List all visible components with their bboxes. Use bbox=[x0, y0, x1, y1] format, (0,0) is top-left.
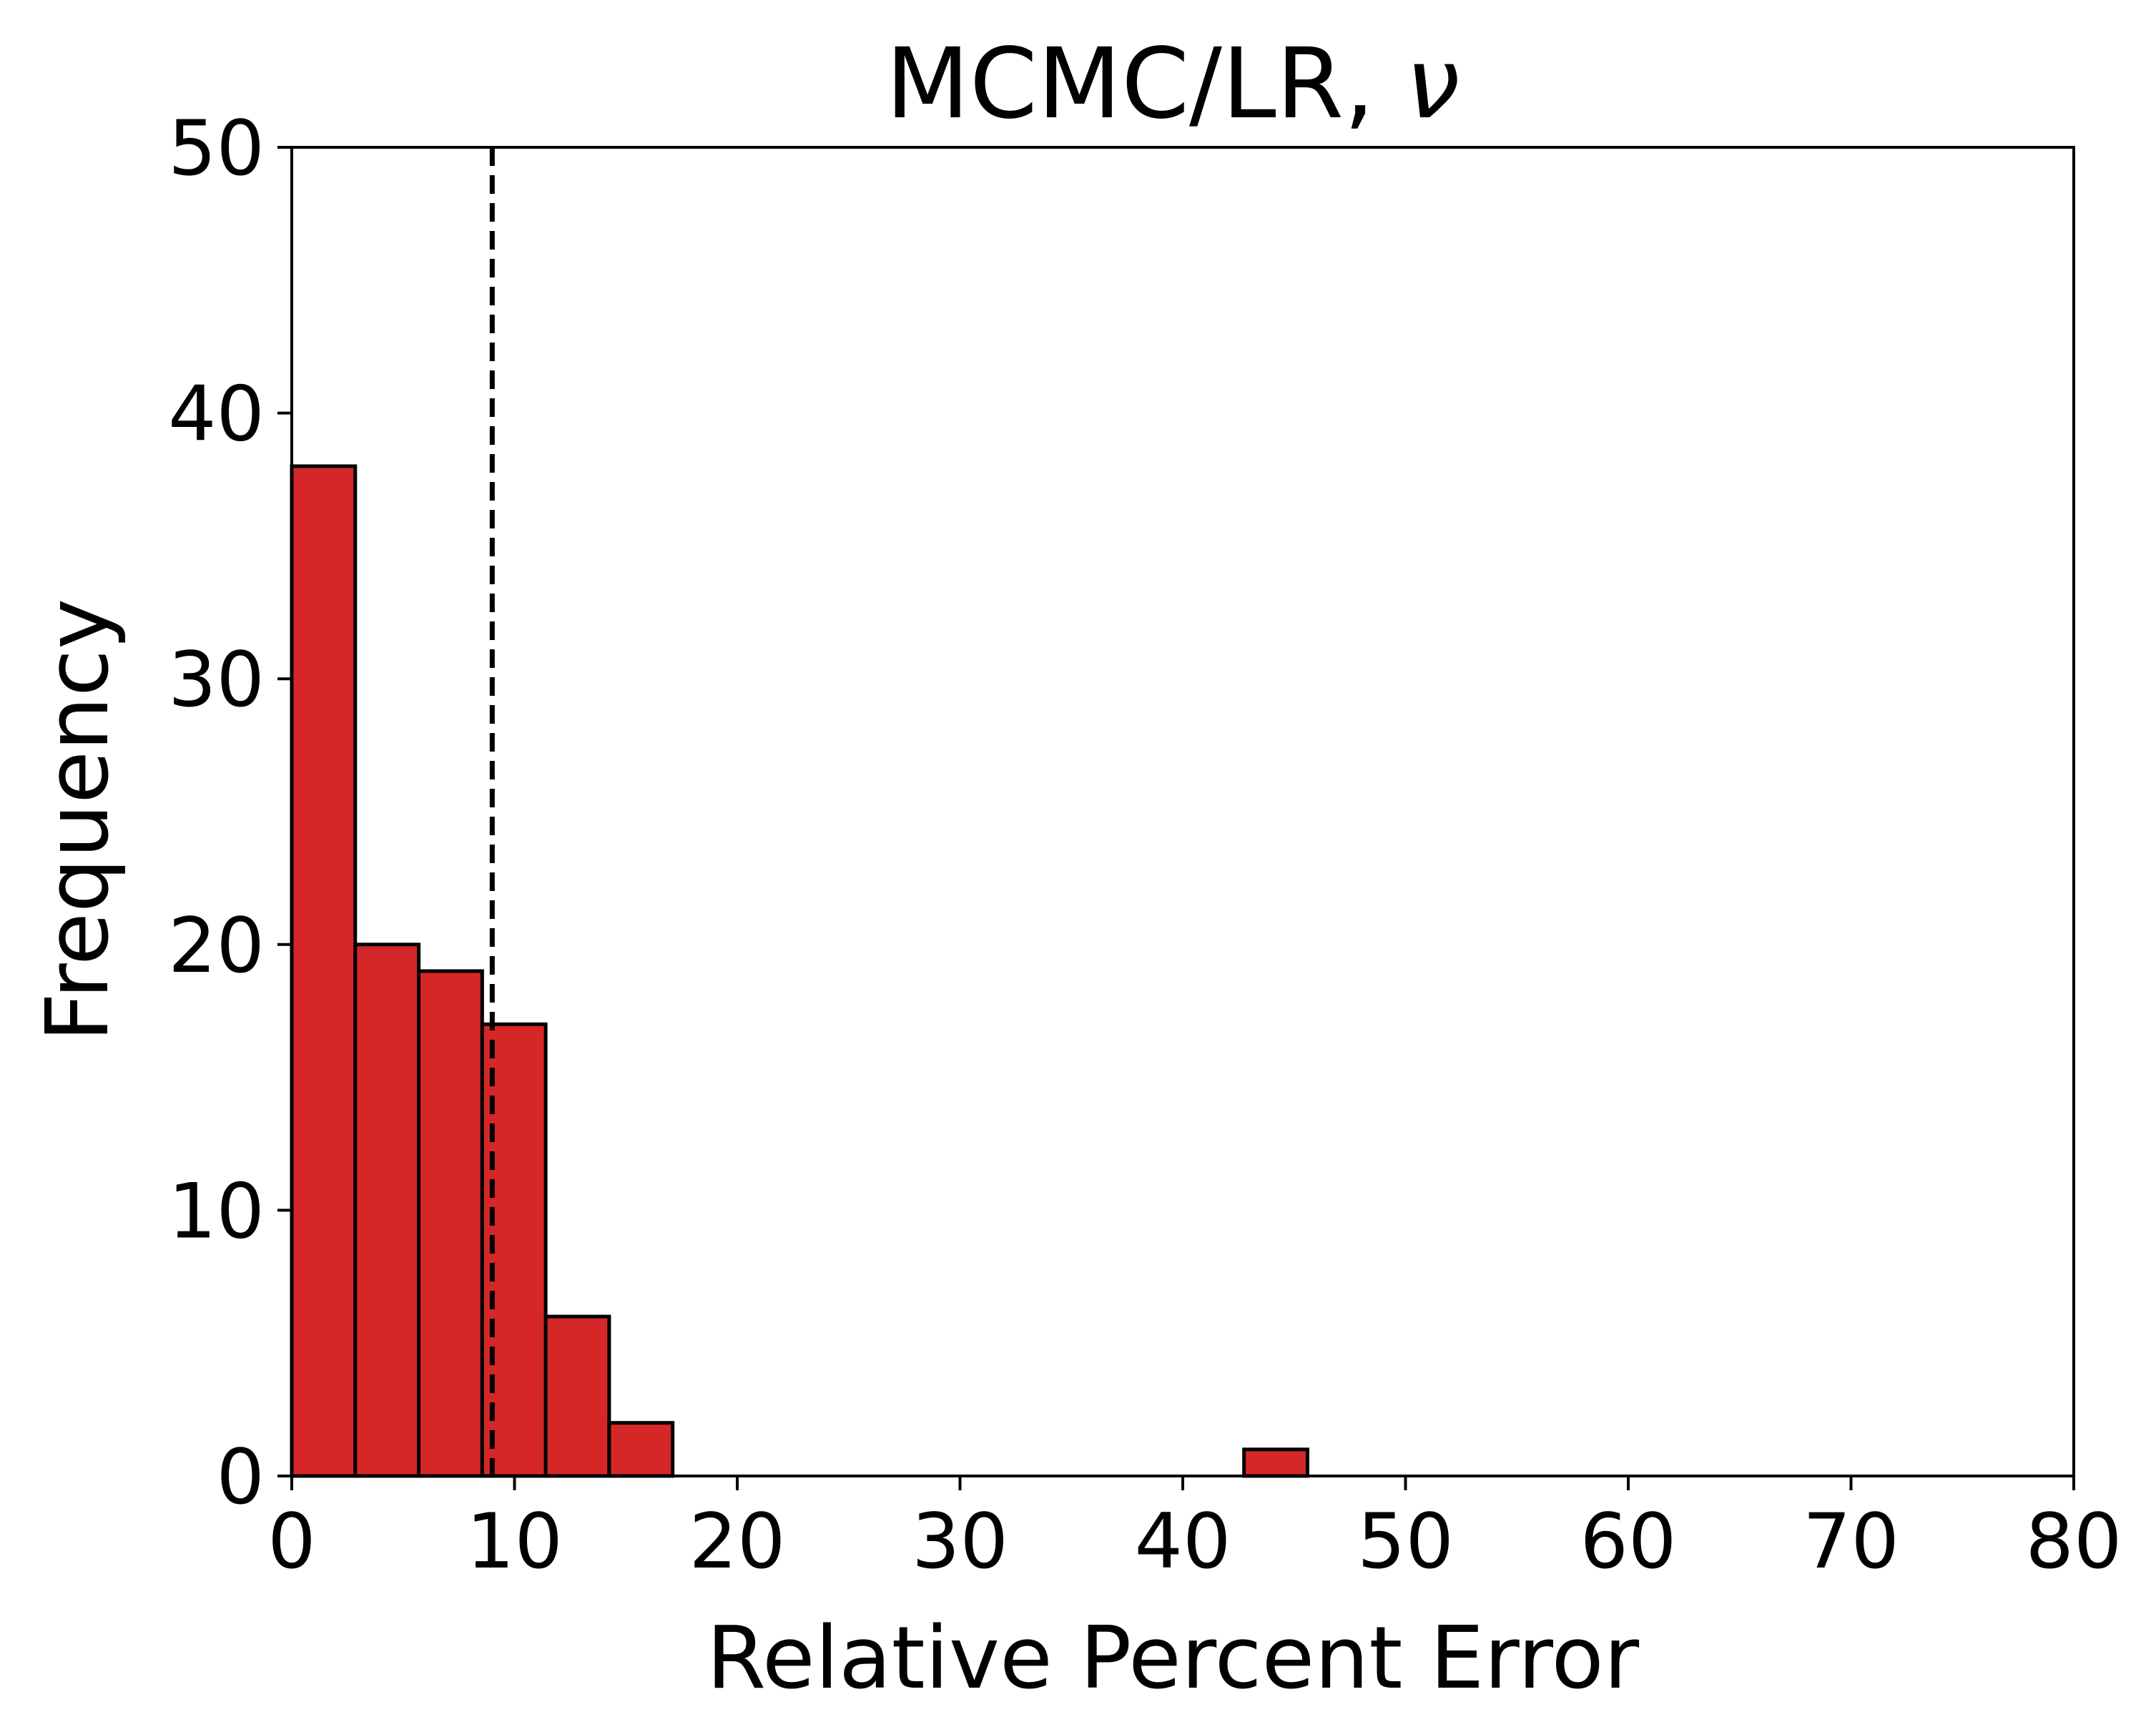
y-axis-label: Frequency bbox=[29, 599, 128, 1042]
x-tick-label: 0 bbox=[267, 1497, 315, 1585]
histogram-bar bbox=[607, 1421, 675, 1478]
y-tick-label: 20 bbox=[168, 902, 265, 990]
x-tick-label: 10 bbox=[466, 1497, 563, 1585]
chart-title-symbol: ν bbox=[1406, 28, 1460, 141]
histogram-bar bbox=[417, 969, 484, 1478]
plot-frame bbox=[290, 146, 2075, 1477]
x-tick-label: 60 bbox=[1580, 1497, 1677, 1585]
histogram-bar bbox=[543, 1314, 611, 1478]
chart-title-text: MCMC/LR, bbox=[885, 28, 1405, 141]
y-tick-label: 0 bbox=[217, 1433, 265, 1521]
y-tick-label: 30 bbox=[168, 636, 265, 724]
bars-group bbox=[290, 464, 1309, 1478]
x-tick-label: 80 bbox=[2026, 1497, 2122, 1585]
x-tick-label: 20 bbox=[689, 1497, 786, 1585]
histogram-bar bbox=[290, 464, 358, 1478]
x-axis-label: Relative Percent Error bbox=[707, 1609, 1640, 1708]
x-tick-label: 50 bbox=[1357, 1497, 1454, 1585]
histogram-bar bbox=[1242, 1447, 1309, 1478]
x-tick-label: 40 bbox=[1135, 1497, 1231, 1585]
y-tick-label: 50 bbox=[168, 104, 265, 192]
x-tick-label: 30 bbox=[912, 1497, 1008, 1585]
y-tick-label: 40 bbox=[168, 370, 265, 458]
axes-group: 0 10 20 30 40 50 60 70 80 0 10 20 30 40 50 bbox=[168, 104, 2122, 1585]
y-tick-label: 10 bbox=[168, 1167, 265, 1255]
chart-title: MCMC/LR, ν bbox=[885, 28, 1460, 141]
histogram-bar bbox=[353, 943, 421, 1478]
x-tick-label: 70 bbox=[1803, 1497, 1899, 1585]
